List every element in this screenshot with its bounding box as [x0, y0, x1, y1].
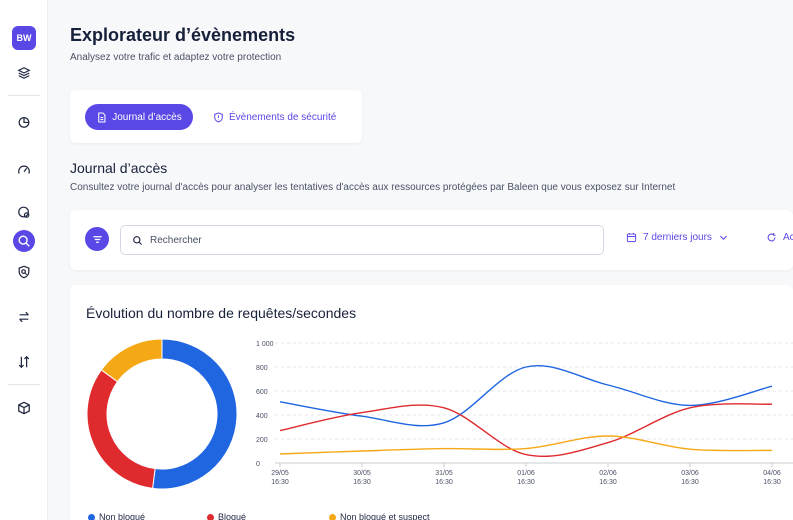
legend-dot: [88, 513, 95, 520]
document-icon: [98, 112, 106, 122]
x-tick-label: 02/06 16:30: [599, 470, 617, 486]
chart-title: Évolution du nombre de requêtes/secondes: [86, 305, 357, 321]
transfer-arrows-icon[interactable]: [14, 307, 34, 327]
donut-slice-2[interactable]: [86, 369, 156, 489]
package-icon[interactable]: [14, 398, 34, 418]
chevron-down-icon: [719, 235, 727, 240]
pie-chart-icon[interactable]: [14, 112, 34, 132]
x-tick-label: 30/05 16:30: [353, 470, 371, 486]
y-tick-label: 200: [256, 437, 268, 444]
x-tick-label: 29/05 16:30: [271, 470, 289, 486]
avatar[interactable]: BW: [12, 26, 36, 50]
date-range-label: 7 derniers jours: [643, 232, 712, 243]
search-icon: [133, 235, 143, 245]
legend-item-bloque[interactable]: Bloqué: [207, 512, 246, 520]
donut-chart: [86, 338, 238, 490]
y-tick-label: 0: [256, 461, 260, 468]
search-input[interactable]: [150, 234, 590, 246]
tab-evenements-securite[interactable]: Évènements de sécurité: [213, 104, 336, 130]
search-box[interactable]: [120, 225, 604, 255]
tab-journal-acces[interactable]: Journal d’accès: [85, 104, 193, 130]
series-line-3[interactable]: [279, 435, 773, 455]
donut-slice-1[interactable]: [152, 338, 238, 490]
x-tick-label: 01/06 16:30: [517, 470, 535, 486]
refresh-button[interactable]: Ac: [766, 232, 793, 243]
sidebar-divider: [8, 384, 40, 385]
filter-icon: [92, 235, 102, 243]
x-tick-label: 04/06 16:30: [763, 470, 781, 486]
y-tick-label: 800: [256, 365, 268, 372]
layers-icon[interactable]: [14, 63, 34, 83]
tab-label: Journal d’accès: [112, 111, 182, 123]
refresh-label: Ac: [783, 232, 793, 243]
series-line-2[interactable]: [279, 403, 773, 458]
legend-dot: [207, 513, 214, 520]
filter-bar: 7 derniers jours Ac: [70, 210, 793, 270]
y-tick-label: 600: [256, 389, 268, 396]
gauge-icon[interactable]: [14, 160, 34, 180]
chart-card: Évolution du nombre de requêtes/secondes…: [70, 285, 793, 520]
calendar-icon: [626, 233, 637, 243]
filter-button[interactable]: [85, 227, 109, 251]
sidebar: BW: [0, 0, 48, 520]
y-tick-label: 1 000: [256, 341, 274, 348]
x-tick-label: 03/06 16:30: [681, 470, 699, 486]
legend-label: Bloqué: [218, 512, 247, 520]
legend-label: Non bloqué et suspect: [340, 512, 430, 520]
y-tick-label: 400: [256, 413, 268, 420]
section-subtitle: Consultez votre journal d'accès pour ana…: [70, 182, 676, 193]
section-title: Journal d’accès: [70, 160, 168, 176]
page-subtitle: Analysez votre trafic et adaptez votre p…: [70, 52, 282, 63]
sidebar-divider: [8, 95, 40, 96]
line-chart: 0 200 400 600 800 1 000 29/05 16:30 30/05 16:30 31…: [256, 341, 793, 486]
search-events-icon[interactable]: [13, 230, 35, 252]
page-title: Explorateur d’évènements: [70, 25, 296, 45]
legend-dot: [329, 513, 336, 520]
shield-search-icon[interactable]: [14, 262, 34, 282]
legend-item-non-bloque[interactable]: Non bloqué: [88, 512, 145, 520]
shield-alert-icon: [214, 111, 223, 123]
date-range-selector[interactable]: 7 derniers jours: [626, 232, 729, 243]
sort-arrows-icon[interactable]: [14, 352, 34, 372]
tabs-card: Journal d’accès Évènements de sécurité: [70, 90, 362, 143]
refresh-icon: [767, 233, 776, 242]
x-tick-label: 31/05 16:30: [435, 470, 453, 486]
series-line-1[interactable]: [279, 365, 773, 427]
legend-item-suspect[interactable]: Non bloqué et suspect: [329, 512, 430, 520]
tab-label: Évènements de sécurité: [229, 111, 337, 123]
legend-label: Non bloqué: [99, 512, 146, 520]
shield-globe-icon[interactable]: [14, 202, 34, 222]
donut-slice-3[interactable]: [100, 338, 163, 383]
